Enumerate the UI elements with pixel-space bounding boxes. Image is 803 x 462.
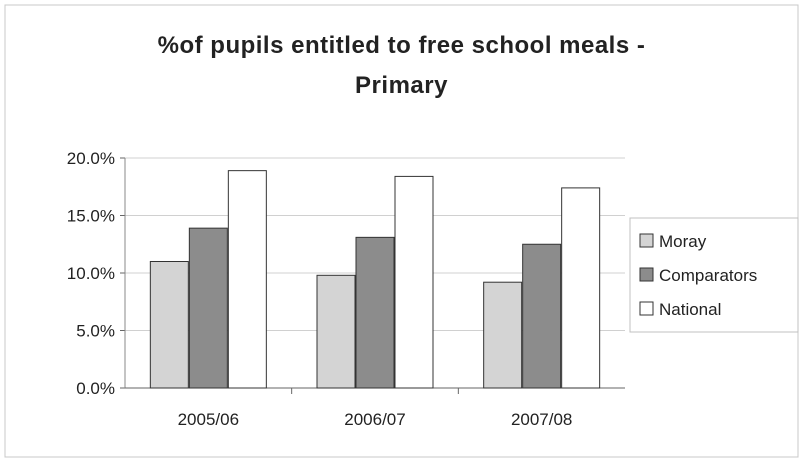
y-tick-label: 10.0%: [67, 264, 115, 283]
bar: [522, 243, 562, 389]
legend-swatch: [639, 233, 654, 248]
legend-box: [629, 217, 799, 333]
bar: [188, 227, 228, 389]
y-tick-label: 15.0%: [67, 207, 115, 226]
y-tick-label: 5.0%: [76, 322, 115, 341]
bar: [355, 236, 395, 389]
legend-swatch: [639, 301, 654, 316]
bar: [316, 274, 356, 389]
legend-label: Moray: [659, 232, 707, 251]
bar: [483, 281, 523, 389]
bar: [561, 187, 601, 389]
legend-swatch: [639, 267, 654, 282]
x-tick-label: 2006/07: [344, 410, 405, 429]
bar: [227, 170, 267, 389]
legend-label: Comparators: [659, 266, 757, 285]
chart-title-line-1: %of pupils entitled to free school meals…: [157, 32, 646, 59]
y-tick-label: 0.0%: [76, 379, 115, 398]
y-tick-label: 20.0%: [67, 149, 115, 168]
chart-title-line-2: Primary: [355, 72, 448, 99]
legend-label: National: [659, 300, 721, 319]
x-tick-label: 2005/06: [178, 410, 239, 429]
x-tick-label: 2007/08: [511, 410, 572, 429]
bar: [149, 261, 189, 389]
bar: [394, 175, 434, 389]
